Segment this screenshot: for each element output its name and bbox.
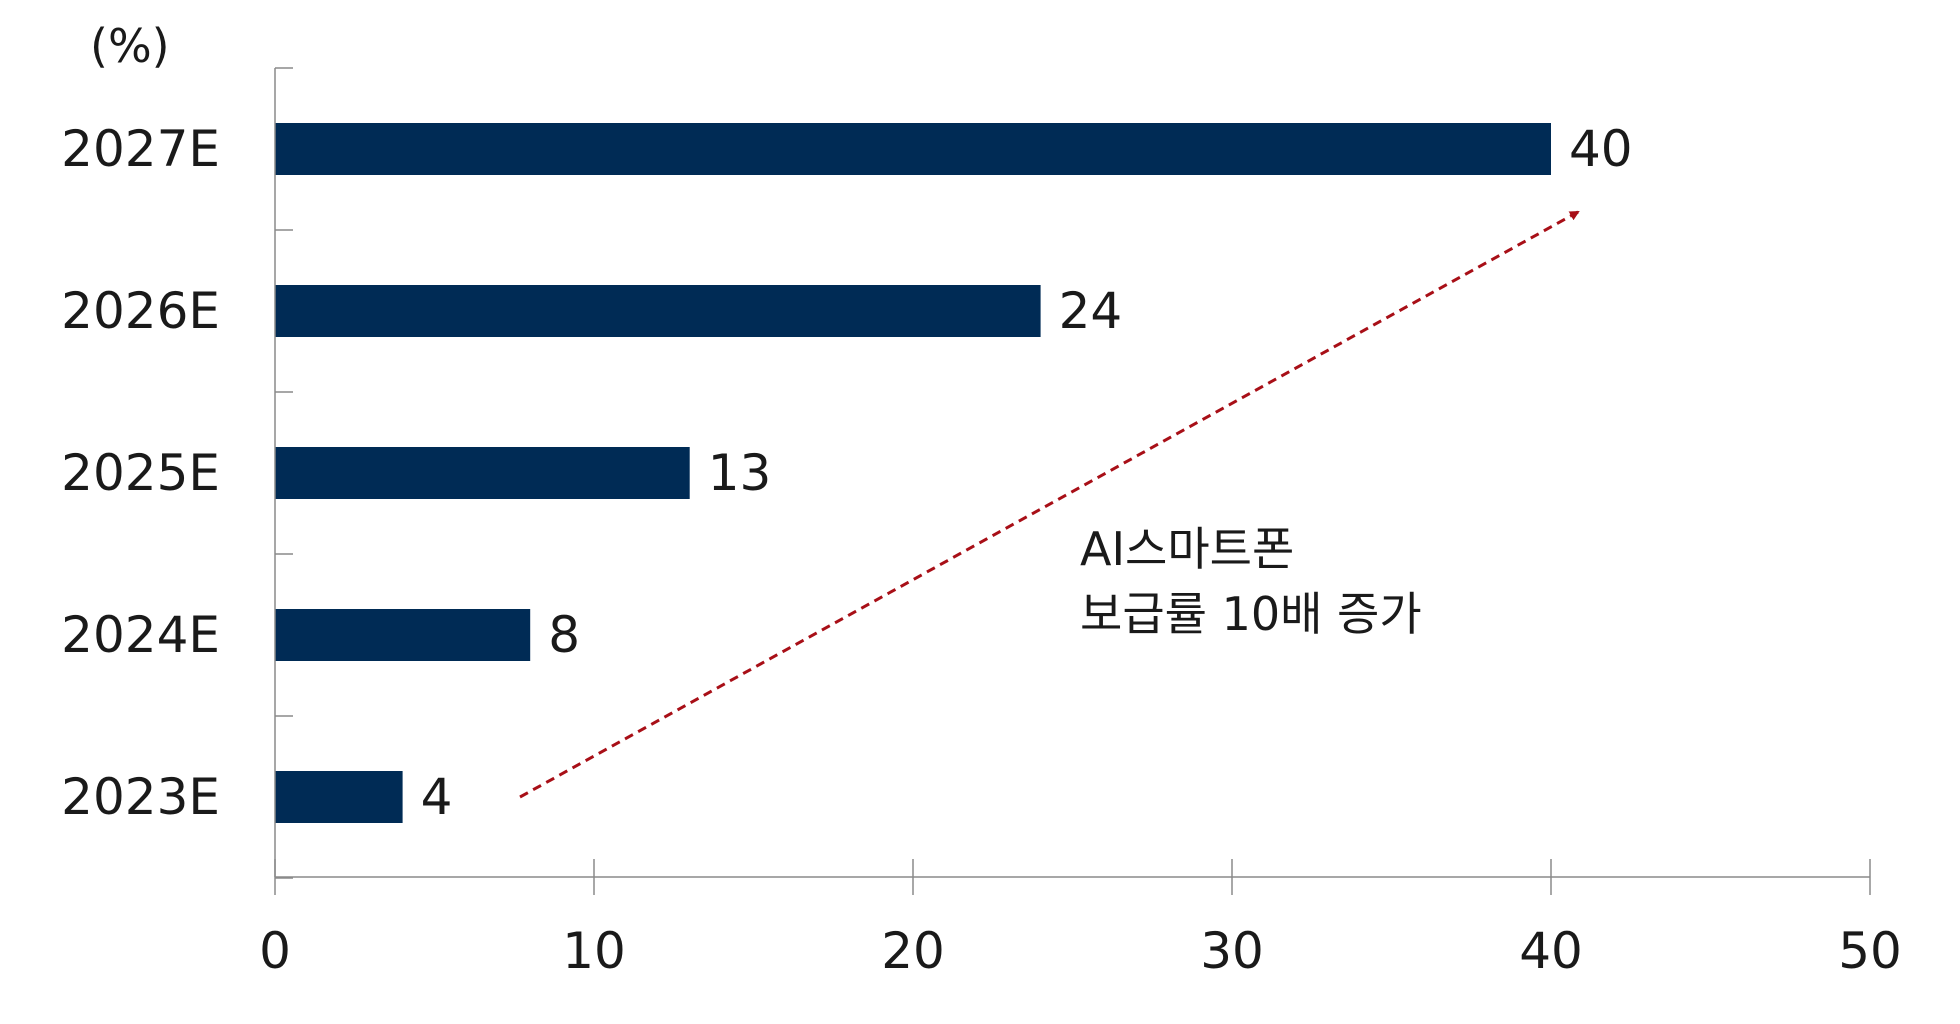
data-label-2025E: 13 — [708, 444, 772, 502]
category-label-2025E: 2025E — [61, 444, 220, 502]
bar-2027E — [275, 123, 1551, 175]
data-label-2024E: 8 — [548, 606, 580, 664]
trend-arrow — [519, 210, 1580, 799]
data-label-2026E: 24 — [1059, 282, 1123, 340]
category-label-2026E: 2026E — [61, 282, 220, 340]
unit-label: (%) — [90, 19, 170, 73]
x-tick-label-0: 0 — [259, 922, 291, 980]
bar-2025E — [275, 447, 690, 499]
category-label-2023E: 2023E — [61, 768, 220, 826]
x-tick-label-50: 50 — [1838, 922, 1902, 980]
bars-group — [275, 123, 1551, 823]
axes-group — [274, 67, 1871, 895]
annotation-line-2: 보급률 10배 증가 — [1080, 587, 1422, 641]
category-label-2027E: 2027E — [61, 120, 220, 178]
bar-2026E — [275, 285, 1041, 337]
x-tick-label-40: 40 — [1519, 922, 1583, 980]
category-label-2024E: 2024E — [61, 606, 220, 664]
x-tick-label-10: 10 — [562, 922, 626, 980]
data-label-2023E: 4 — [421, 768, 453, 826]
x-tick-label-30: 30 — [1200, 922, 1264, 980]
data-label-2027E: 40 — [1569, 120, 1633, 178]
annotation-line-1: AI스마트폰 — [1080, 522, 1294, 576]
x-tick-label-20: 20 — [881, 922, 945, 980]
bar-2023E — [275, 771, 403, 823]
bar-2024E — [275, 609, 531, 661]
